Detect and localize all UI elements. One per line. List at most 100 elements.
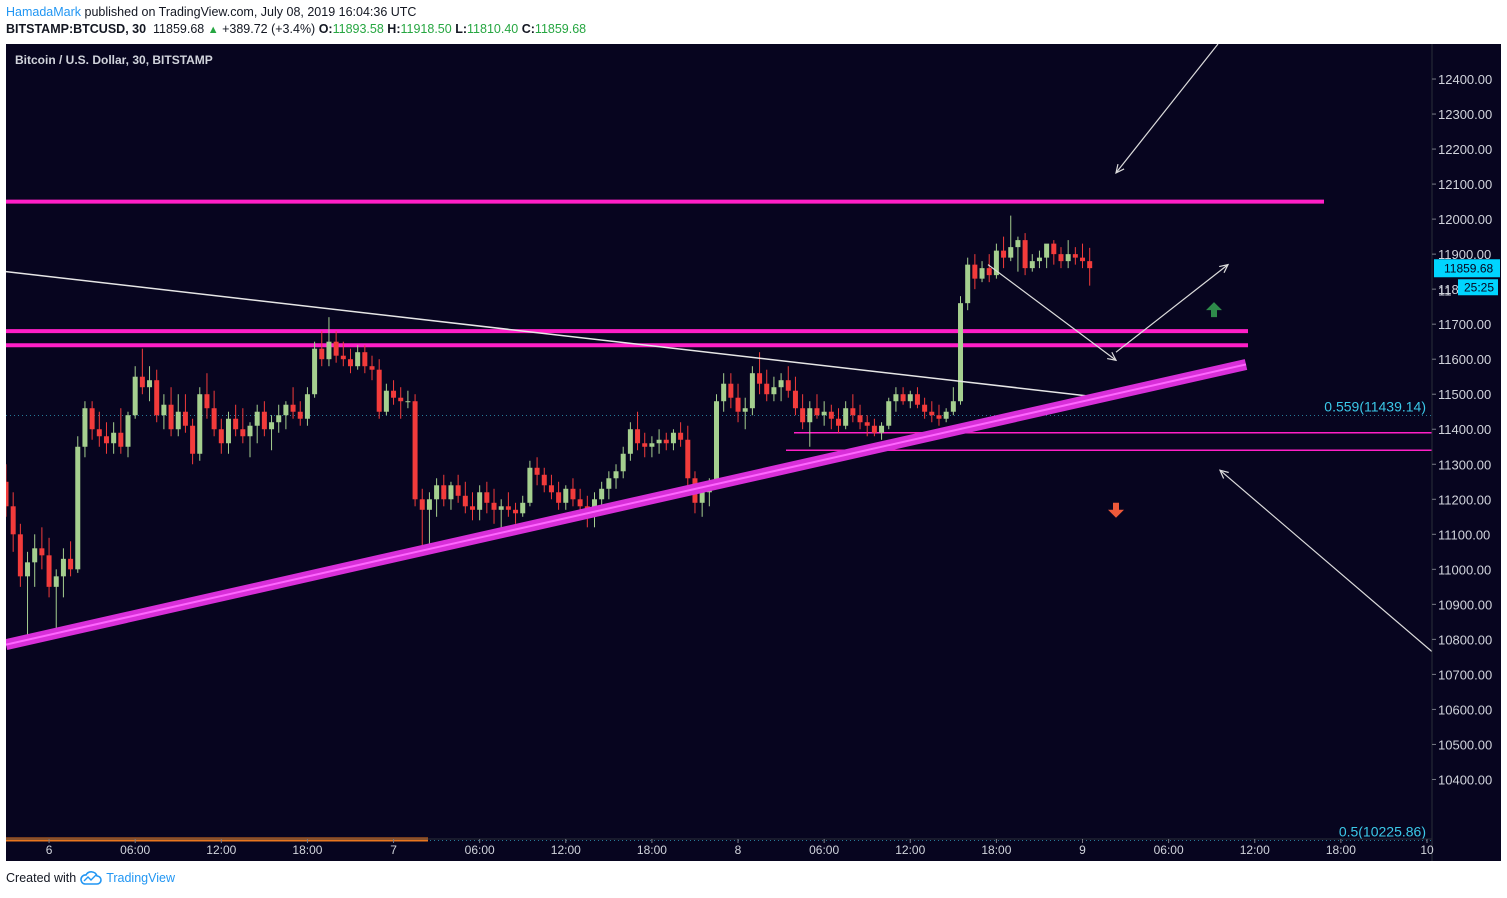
candle-body [785, 380, 791, 391]
candle-body [771, 387, 777, 395]
drawings-layer [6, 44, 1433, 653]
candle-body [850, 408, 856, 416]
y-tick-label: 11700.00 [1438, 317, 1491, 332]
x-tick-label: 8 [735, 843, 742, 857]
candle-body [613, 471, 619, 479]
candle-body [46, 555, 52, 587]
y-tick-label: 12300.00 [1438, 107, 1492, 122]
y-tick-label-partial: 11 [1438, 283, 1452, 298]
countdown-badge [1458, 279, 1498, 296]
candle-body [570, 488, 576, 500]
candle-body [362, 352, 368, 367]
symbol-label: BITSTAMP:BTCUSD, 30 [6, 22, 147, 36]
chart-legend: Bitcoin / U.S. Dollar, 30, BITSTAMP [15, 53, 213, 67]
y-tick-label: 11600.00 [1438, 352, 1491, 367]
candle-body [125, 415, 131, 447]
candle-body [17, 534, 23, 577]
candle-body [175, 411, 181, 430]
candle-body [60, 558, 66, 577]
candle-body [936, 415, 942, 419]
y-tick-label: 12200.00 [1438, 142, 1492, 157]
y-tick-label: 10700.00 [1438, 667, 1492, 682]
candle-body [139, 376, 145, 388]
candle-body [1001, 250, 1007, 258]
last-price: 11859.68 [153, 22, 205, 36]
candle-body [312, 348, 318, 395]
candle-body [972, 264, 978, 279]
y-tick-label: 10500.00 [1438, 737, 1492, 752]
candle-body [1029, 261, 1035, 269]
candle-body [520, 502, 526, 514]
candle-body [304, 394, 310, 419]
publish-line: HamadaMark published on TradingView.com,… [6, 5, 416, 19]
candle-body [154, 380, 160, 416]
candle-body [211, 408, 217, 430]
x-tick-label: 18:00 [292, 843, 322, 857]
candle-body [1015, 240, 1021, 248]
candle-body [297, 411, 303, 419]
candle-body [326, 341, 332, 360]
candle-body [548, 485, 554, 493]
candle-body [685, 439, 691, 479]
author-link[interactable]: HamadaMark [6, 5, 82, 19]
x-tick-label: 12:00 [895, 843, 925, 857]
y-tick-label: 10600.00 [1438, 702, 1492, 717]
candle-body [670, 432, 676, 444]
candle-body [527, 467, 533, 503]
candle-body [233, 418, 239, 430]
y-tick-label: 11900.00 [1438, 247, 1491, 262]
candle-body [398, 397, 404, 402]
candle-body [749, 373, 755, 409]
candle-body [484, 492, 490, 503]
candle-body [96, 429, 102, 437]
candle-body [721, 383, 727, 402]
candle-body [929, 411, 935, 416]
candle-body [828, 411, 834, 419]
candle-body [1008, 247, 1014, 258]
candle-body [340, 355, 346, 360]
candle-body [714, 401, 719, 482]
open-value: 11893.58 [332, 22, 384, 36]
projection-arrow-bounce-head [1219, 263, 1230, 273]
y-tick-label: 12100.00 [1438, 177, 1492, 192]
candle-body [1087, 261, 1093, 269]
candle-body [678, 432, 684, 440]
candle-body [477, 492, 483, 510]
y-tick-label: 12000.00 [1438, 212, 1492, 227]
time-axis[interactable]: 6 06:00 12:00 18:00 7 06:00 12:00 18:00 8 06:00 12… [46, 839, 1434, 857]
candle-body [914, 394, 920, 405]
candle-body [68, 558, 74, 570]
candle-body [943, 411, 949, 419]
projection-arrow-down-path [1219, 469, 1433, 653]
candle-body [1080, 257, 1086, 262]
projection-arrow-retest-head [1107, 351, 1118, 362]
x-tick-label: 9 [1079, 843, 1086, 857]
candle-body [405, 401, 411, 403]
price-change: +389.72 (+3.4%) [222, 22, 316, 36]
candle-body [986, 268, 992, 276]
x-tick-label: 12:00 [1240, 843, 1270, 857]
candle-body [627, 429, 633, 454]
candle-body [53, 576, 59, 587]
candle-body [563, 488, 569, 503]
candle-body [541, 474, 547, 486]
low-label: L: [455, 22, 468, 36]
price-axis[interactable]: 10400.00 10500.00 10600.00 10700.00 10800.00… [1432, 72, 1500, 787]
chart-background [6, 44, 1501, 861]
candle-body [190, 425, 196, 454]
tradingview-link[interactable]: TradingView [106, 871, 175, 885]
candle-body [893, 394, 899, 402]
candle-body [778, 380, 784, 388]
projection-arrow-down-path-head [1218, 469, 1229, 479]
candle-body [556, 492, 562, 503]
candle-body [376, 369, 382, 412]
candle-body [656, 439, 662, 444]
candle-body [513, 509, 519, 514]
candle-body [864, 422, 870, 426]
candle-body [204, 394, 210, 409]
tradingview-cloud-icon [80, 871, 102, 885]
x-tick-label: 06:00 [120, 843, 150, 857]
price-chart[interactable]: 0.559(11439.14) 0.5(10225.86) 10400.00 105… [6, 44, 1501, 861]
y-tick-label: 11500.00 [1438, 387, 1491, 402]
candle-body [369, 366, 375, 370]
